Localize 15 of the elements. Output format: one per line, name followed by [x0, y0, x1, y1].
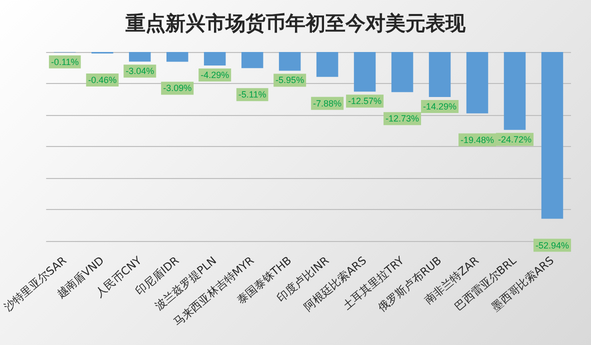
data-label: -3.04% [126, 66, 154, 76]
data-label: -12.57% [348, 96, 382, 106]
data-label: -0.46% [88, 74, 117, 85]
data-label: -0.11% [50, 56, 79, 67]
data-label: -5.11% [238, 90, 266, 100]
data-label: -4.29% [200, 70, 230, 80]
data-label: -14.29% [423, 102, 457, 112]
data-label: -19.48% [460, 134, 494, 145]
data-label: -7.88% [313, 98, 342, 108]
data-label: -52.94% [535, 240, 570, 250]
data-label: -3.09% [163, 83, 192, 94]
data-label: -5.95% [276, 75, 304, 86]
data-label: -24.72% [498, 134, 532, 144]
chart-title: 重点新兴市场货币年初至今对美元表现 [124, 11, 466, 35]
data-label: -12.73% [386, 114, 420, 124]
